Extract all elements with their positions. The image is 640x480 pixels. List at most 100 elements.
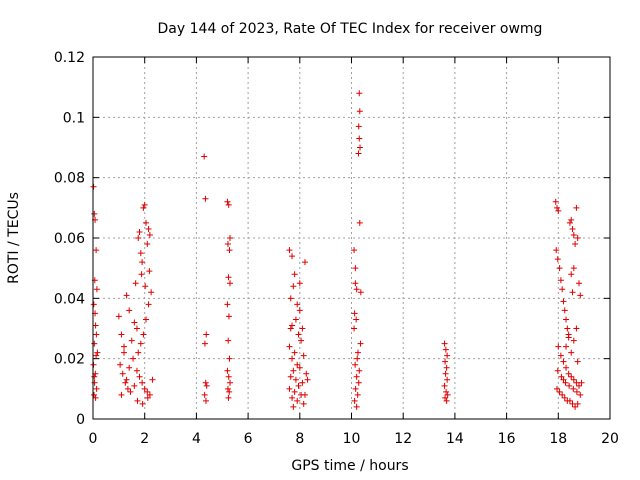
data-point — [139, 379, 146, 386]
data-point — [443, 397, 450, 404]
data-point — [93, 331, 100, 338]
data-point — [442, 370, 449, 377]
data-point — [572, 403, 579, 410]
data-point — [146, 391, 153, 398]
data-point — [226, 388, 233, 395]
data-point — [146, 268, 153, 275]
data-point — [556, 388, 563, 395]
data-point — [201, 340, 208, 347]
data-point — [128, 337, 135, 344]
data-point — [295, 382, 302, 389]
data-point — [566, 382, 573, 389]
data-point — [443, 364, 450, 371]
data-point — [352, 361, 359, 368]
data-point — [145, 301, 152, 308]
data-point — [225, 394, 232, 401]
data-point — [137, 340, 144, 347]
data-point — [90, 301, 97, 308]
data-point — [225, 201, 232, 208]
data-point — [94, 349, 101, 356]
data-point — [356, 135, 363, 142]
data-point — [351, 310, 358, 317]
data-point — [127, 388, 134, 395]
data-point — [573, 325, 580, 332]
data-point — [140, 331, 147, 338]
data-point — [201, 153, 208, 160]
data-point — [566, 219, 573, 226]
data-point — [142, 316, 149, 323]
data-point — [93, 286, 100, 293]
data-point — [292, 316, 299, 323]
data-point — [560, 376, 567, 383]
data-point — [227, 235, 234, 241]
data-point — [142, 219, 149, 226]
data-point — [569, 400, 576, 407]
data-point — [296, 307, 303, 314]
data-point — [563, 343, 570, 350]
data-point — [561, 394, 568, 401]
x-tick-label: 6 — [244, 431, 253, 447]
data-point — [352, 385, 359, 392]
y-tick-label: 0.06 — [54, 231, 85, 247]
x-tick-label: 20 — [601, 431, 619, 447]
data-point — [135, 349, 142, 356]
data-point — [290, 367, 297, 374]
data-point — [442, 346, 449, 353]
data-point — [353, 286, 360, 293]
data-point — [131, 382, 138, 389]
data-point — [554, 256, 561, 263]
data-point — [574, 358, 581, 365]
data-point — [289, 253, 296, 260]
data-point — [570, 385, 577, 392]
data-point — [570, 231, 577, 238]
data-point — [355, 123, 362, 130]
x-tick-label: 14 — [446, 431, 464, 447]
data-point — [357, 289, 364, 296]
data-point — [291, 388, 298, 395]
data-point — [289, 355, 296, 362]
chart-title: Day 144 of 2023, Rate Of TEC Index for r… — [158, 21, 543, 37]
y-tick-label: 0.1 — [63, 110, 85, 126]
data-point — [118, 391, 125, 398]
data-point — [146, 231, 153, 238]
data-point — [555, 207, 562, 214]
data-point — [559, 286, 566, 293]
data-point — [300, 400, 307, 407]
data-point — [202, 379, 209, 386]
data-point — [90, 183, 97, 190]
data-point — [356, 90, 363, 97]
x-tick-label: 2 — [140, 431, 149, 447]
data-point — [136, 373, 143, 380]
data-point — [555, 343, 562, 350]
x-axis: 0 2 4 6 8 10 12 14 16 18 20 — [89, 57, 619, 447]
data-point — [444, 352, 451, 359]
data-point — [557, 277, 564, 284]
x-tick-label: 0 — [89, 431, 98, 447]
data-point — [140, 204, 147, 211]
data-point — [353, 403, 360, 410]
data-point — [227, 280, 234, 287]
data-point — [443, 388, 450, 395]
data-points — [90, 90, 585, 410]
data-point — [565, 370, 572, 377]
data-point — [574, 400, 581, 407]
data-point — [573, 379, 580, 386]
data-point — [575, 280, 582, 287]
data-point — [356, 108, 363, 115]
data-point — [354, 391, 361, 398]
data-point — [353, 316, 360, 323]
data-point — [91, 373, 98, 380]
data-point — [569, 289, 576, 296]
data-point — [356, 367, 363, 374]
data-point — [149, 376, 156, 383]
data-point — [132, 280, 139, 287]
data-point — [570, 337, 577, 344]
data-point — [577, 292, 584, 299]
data-point — [203, 382, 210, 389]
data-point — [115, 313, 122, 320]
data-point — [441, 340, 448, 347]
data-point — [287, 295, 294, 302]
data-point — [287, 373, 294, 380]
data-point — [554, 204, 561, 211]
data-point — [90, 361, 97, 368]
